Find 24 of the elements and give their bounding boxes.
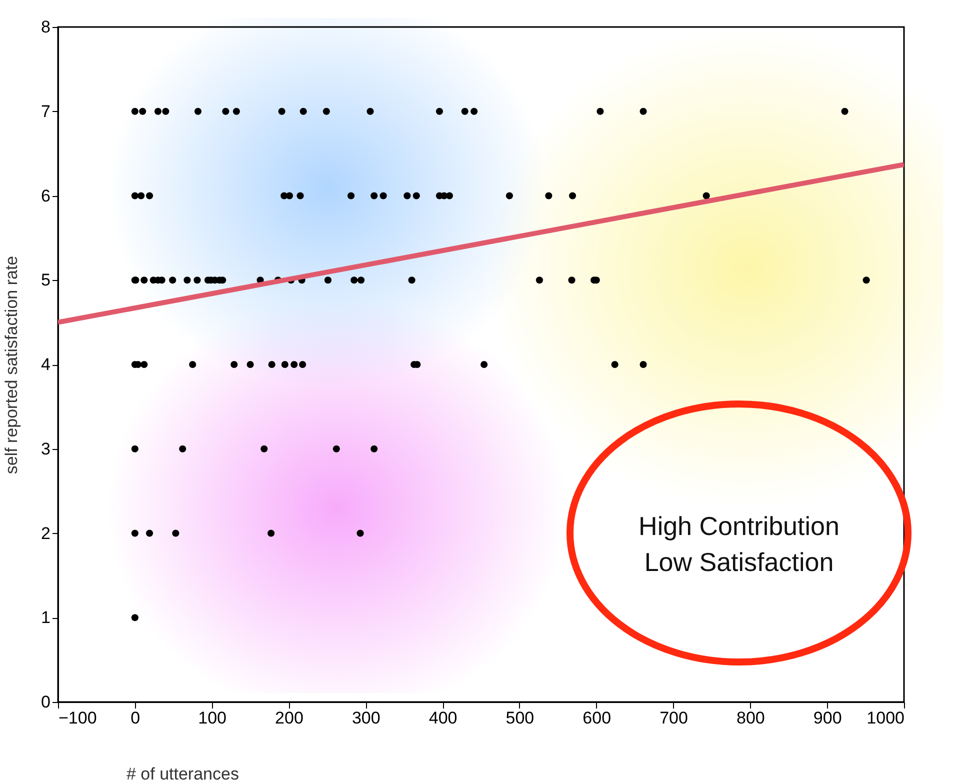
y-tick-label: 5 bbox=[41, 270, 50, 290]
y-axis-title: self reported satisfaction rate bbox=[2, 256, 22, 474]
y-tick-label: 7 bbox=[41, 102, 50, 121]
x-tick-label: 500 bbox=[506, 708, 534, 728]
x-tick-label: −100 bbox=[58, 708, 97, 728]
x-tick-label: 600 bbox=[582, 708, 612, 728]
y-tick-label: 2 bbox=[41, 524, 50, 543]
x-tick-label: 400 bbox=[428, 708, 458, 728]
x-tick-label: 900 bbox=[813, 708, 842, 728]
x-tick-label: 0 bbox=[130, 708, 140, 728]
x-axis-title: # of utterances bbox=[126, 764, 239, 780]
y-tick-label: 4 bbox=[41, 355, 50, 374]
y-tick-label: 1 bbox=[41, 608, 50, 628]
x-tick-label: 300 bbox=[352, 708, 380, 728]
x-tick-label: 100 bbox=[198, 708, 227, 728]
x-tick-label: 1000 bbox=[866, 708, 904, 728]
y-tick-label: 3 bbox=[41, 439, 50, 458]
x-tick-label: 200 bbox=[275, 708, 304, 728]
x-tick-label: 700 bbox=[660, 708, 688, 728]
x-tick-label: 800 bbox=[736, 708, 765, 728]
y-tick-label: 6 bbox=[41, 186, 50, 206]
y-tick-label: 0 bbox=[41, 692, 50, 712]
annotation: High Contribution Low Satisfaction bbox=[638, 510, 840, 579]
y-tick-label: 8 bbox=[41, 18, 50, 36]
